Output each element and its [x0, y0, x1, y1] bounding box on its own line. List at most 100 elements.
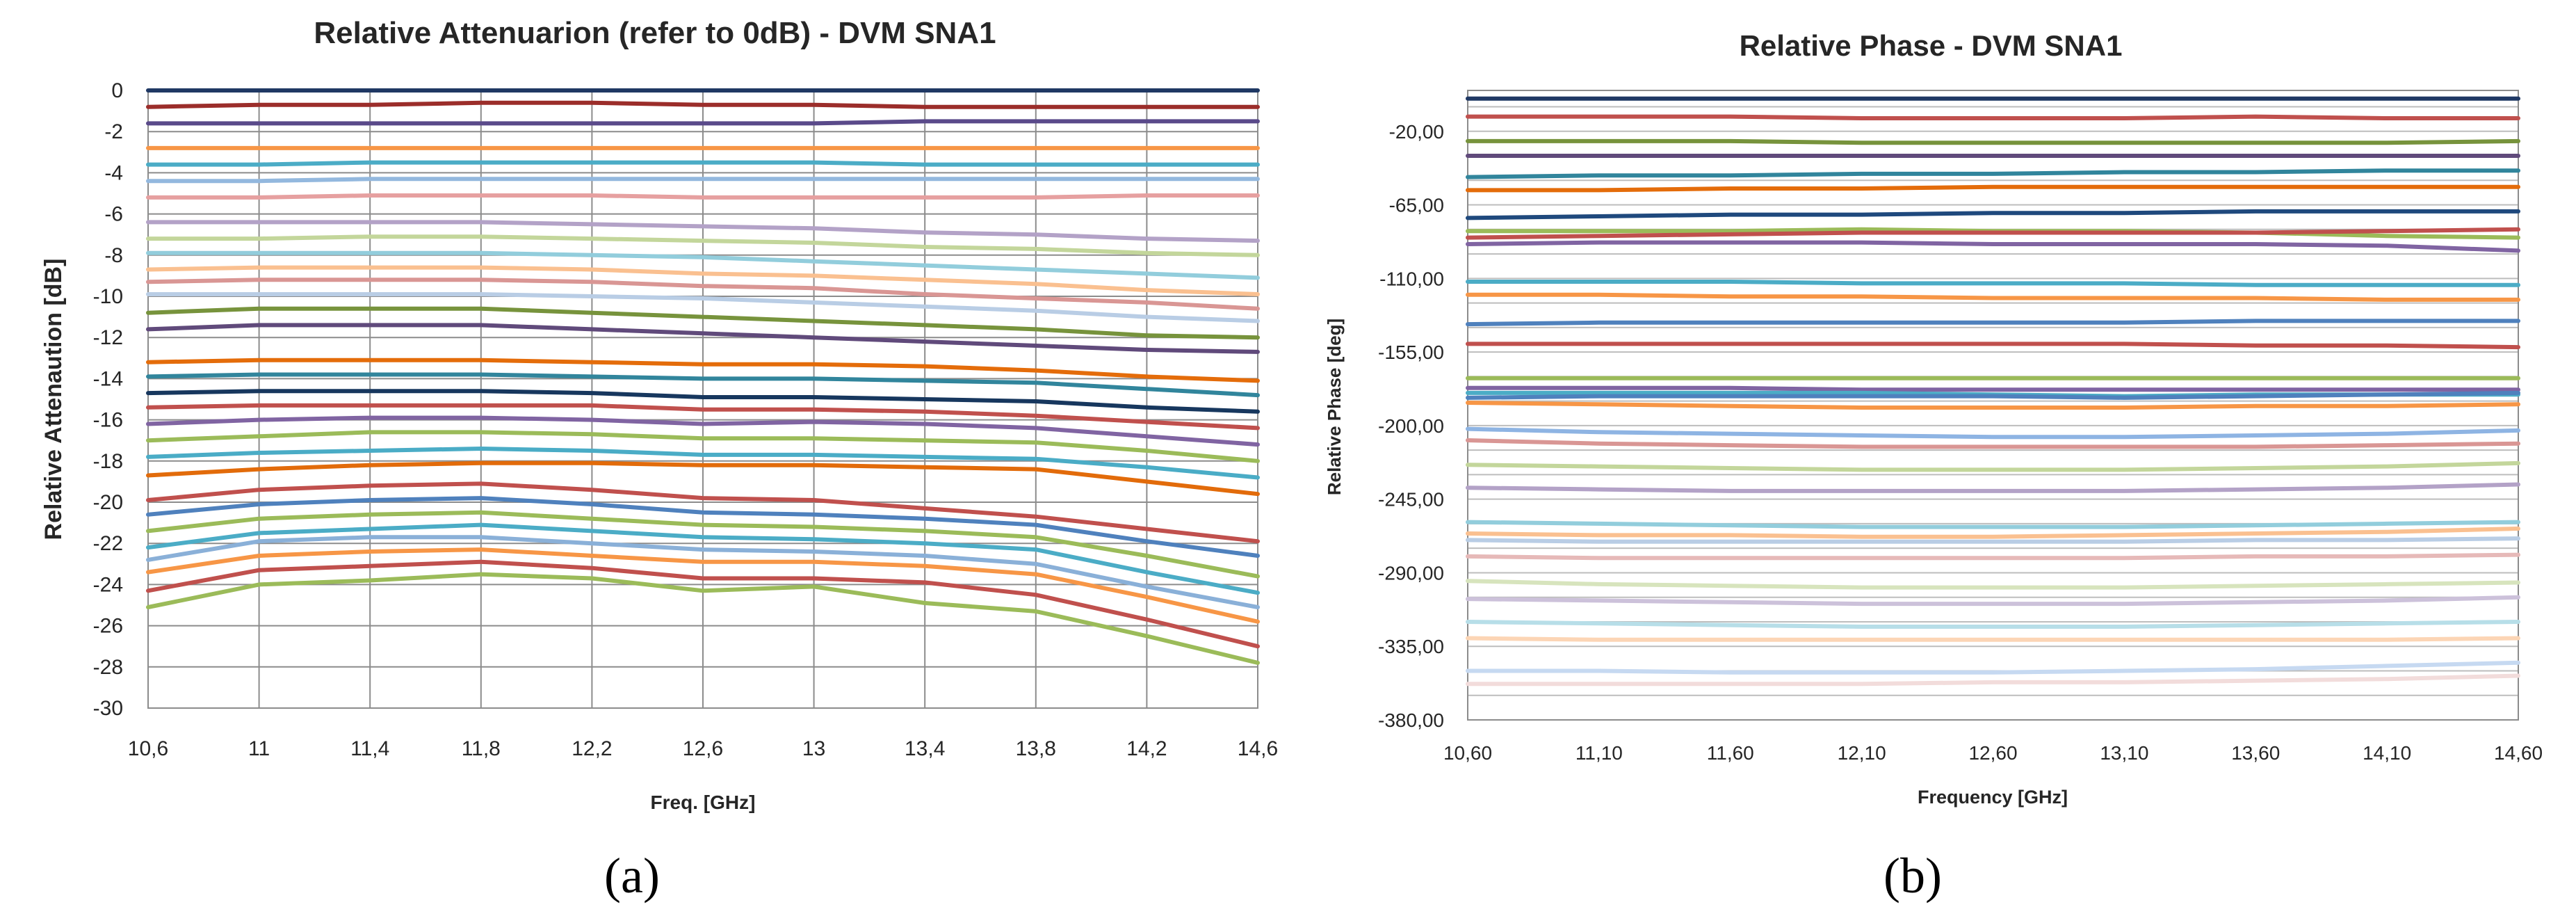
chart-b-x-tick-label: 12,60: [1968, 742, 2017, 764]
chart-b-series-line: [1466, 385, 2520, 392]
chart-a-series-line: [146, 460, 1260, 497]
chart-a-series-line: [146, 547, 1260, 624]
chart-a-series-line: [146, 522, 1260, 595]
chart-a-series-line: [146, 447, 1260, 480]
chart-b-series-line: [1466, 552, 2520, 561]
chart-a-series-line: [146, 415, 1260, 447]
chart-a-series-line: [146, 481, 1260, 544]
chart-a-series-line: [146, 177, 1260, 184]
chart-b-series-line: [1466, 536, 2520, 544]
chart-a-y-axis-label: Relative Attenaution [dB]: [40, 259, 67, 540]
chart-a-y-tick-label: -14: [93, 367, 123, 390]
chart-a-series-line: [146, 572, 1260, 665]
chart-b-series-line: [1466, 426, 2520, 440]
chart-b: Relative Phase - DVM SNA1 -20,00 -65,00 -1…: [1324, 29, 2543, 904]
chart-b-series-line: [1466, 227, 2520, 240]
chart-b-panel-label: (b): [1884, 848, 1942, 904]
chart-a-x-tick-label: 13,4: [905, 737, 945, 760]
chart-b-series-line: [1466, 579, 2520, 590]
chart-a: Relative Attenuarion (refer to 0dB) - DV…: [40, 16, 1278, 904]
chart-a-y-tick-label: -8: [104, 244, 123, 267]
chart-a-x-tick-label: 10,6: [128, 737, 168, 760]
chart-a-series-line: [146, 496, 1260, 558]
chart-a-y-tick-label: -18: [93, 450, 123, 473]
chart-b-series-line: [1466, 319, 2520, 327]
chart-b-y-tick-labels: -20,00 -65,00 -110,00 -155,00 -200,00 -245,00…: [1378, 121, 1444, 731]
chart-b-series-line: [1466, 620, 2520, 629]
chart-a-series-line: [146, 278, 1260, 311]
chart-a-series-line: [146, 250, 1260, 280]
chart-b-series-line: [1466, 280, 2520, 287]
chart-b-y-tick-label: -380,00: [1378, 709, 1444, 731]
chart-b-y-tick-label: -110,00: [1379, 268, 1444, 289]
chart-b-series-line: [1466, 401, 2520, 410]
chart-b-y-tick-label: -65,00: [1389, 195, 1444, 216]
chart-b-y-axis-label: Relative Phase [deg]: [1324, 319, 1345, 495]
chart-a-series-line: [146, 559, 1260, 649]
chart-a-series-line: [146, 234, 1260, 257]
chart-b-series-group: [1466, 96, 2520, 687]
chart-a-panel-label: (a): [604, 848, 660, 904]
chart-a-x-tick-label: 14,2: [1126, 737, 1167, 760]
chart-b-series-line: [1466, 527, 2520, 539]
chart-a-y-tick-label: -30: [93, 697, 123, 720]
chart-a-series-line: [146, 389, 1260, 414]
chart-b-y-tick-label: -20,00: [1389, 121, 1444, 143]
chart-a-series-line: [146, 193, 1260, 200]
chart-b-series-line: [1466, 168, 2520, 179]
chart-a-y-tick-labels: 0 -2 -4 -6 -8 -10 -12 -14 -16 -18 -20 -22 -24 -26 -28 -…: [93, 79, 123, 720]
chart-a-series-line: [146, 323, 1260, 354]
chart-a-y-tick-label: -12: [93, 326, 123, 349]
chart-b-series-line: [1466, 520, 2520, 529]
chart-a-y-tick-label: -10: [93, 285, 123, 308]
chart-a-x-tick-label: 11,4: [350, 737, 389, 760]
chart-a-x-tick-label: 11: [248, 737, 270, 760]
chart-a-x-tick-labels: 10,6 11 11,4 11,8 12,2 12,6 13 13,4 13,8 14,2 14,6: [128, 737, 1278, 760]
chart-b-y-tick-label: -335,00: [1378, 636, 1444, 657]
chart-b-y-tick-label: -200,00: [1378, 415, 1444, 437]
chart-b-y-tick-label: -290,00: [1378, 562, 1444, 584]
chart-a-x-tick-label: 13: [802, 737, 825, 760]
chart-b-series-line: [1466, 460, 2520, 472]
chart-b-title: Relative Phase - DVM SNA1: [1740, 29, 2123, 62]
chart-b-series-line: [1466, 138, 2520, 145]
chart-a-y-tick-label: -4: [104, 161, 123, 184]
chart-b-series-line: [1466, 114, 2520, 120]
chart-a-series-line: [146, 358, 1260, 383]
chart-a-series-line: [146, 510, 1260, 579]
chart-b-y-tick-label: -245,00: [1378, 489, 1444, 511]
chart-a-y-tick-label: -2: [104, 120, 123, 143]
chart-a-series-line: [146, 160, 1260, 167]
chart-a-series-line: [146, 535, 1260, 609]
chart-b-series-line: [1466, 240, 2520, 253]
chart-a-x-tick-label: 12,2: [572, 737, 612, 760]
chart-a-y-tick-label: -26: [93, 615, 123, 638]
chart-a-series-line: [146, 220, 1260, 243]
chart-b-series-line: [1466, 184, 2520, 193]
chart-a-series-line: [146, 403, 1260, 431]
chart-b-series-line: [1466, 660, 2520, 675]
chart-b-x-tick-label: 10,60: [1443, 742, 1492, 764]
chart-b-x-tick-label: 13,60: [2231, 742, 2280, 764]
chart-a-series-line: [146, 372, 1260, 398]
chart-b-series-line: [1466, 209, 2520, 220]
chart-a-x-tick-label: 13,8: [1016, 737, 1056, 760]
chart-a-series-line: [146, 430, 1260, 463]
chart-b-y-tick-label: -155,00: [1378, 342, 1444, 363]
chart-b-series-line: [1466, 292, 2520, 302]
chart-a-y-tick-label: -24: [93, 573, 123, 596]
chart-a-y-tick-label: -22: [93, 532, 123, 555]
chart-b-series-line: [1466, 438, 2520, 449]
chart-b-series-line: [1466, 482, 2520, 493]
chart-a-title: Relative Attenuarion (refer to 0dB) - DV…: [314, 16, 996, 50]
chart-a-y-tick-label: -20: [93, 491, 123, 514]
chart-a-series-line: [146, 100, 1260, 109]
chart-b-x-tick-label: 13,10: [2100, 742, 2148, 764]
chart-a-y-tick-label: -6: [104, 203, 123, 226]
chart-a-series-line: [146, 265, 1260, 296]
chart-b-x-axis-label: Frequency [GHz]: [1918, 787, 2068, 808]
chart-a-series-group: [146, 88, 1260, 665]
chart-b-series-line: [1466, 390, 2520, 400]
chart-a-y-tick-label: -28: [93, 656, 123, 679]
